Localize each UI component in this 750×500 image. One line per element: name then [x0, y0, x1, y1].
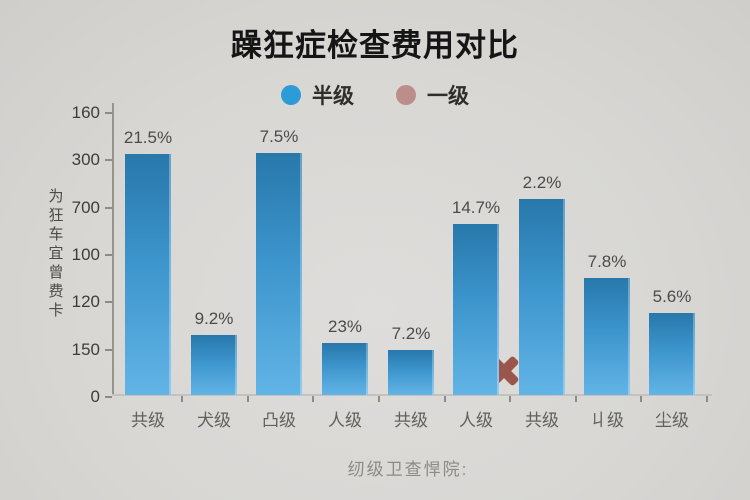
y-axis-title-char: 卡 [48, 302, 64, 319]
bar-value-label: 21.5% [123, 128, 173, 147]
x-axis-tick [246, 396, 249, 402]
bar-value-label: 7.5% [259, 127, 299, 146]
bar-value-label: 9.2% [194, 309, 234, 328]
x-axis-label: 尘级 [655, 411, 689, 430]
y-axis-tick [105, 206, 112, 209]
x-axis-label: 共级 [394, 411, 428, 430]
y-axis-tick-label: 100 [71, 244, 100, 264]
bar [322, 343, 368, 395]
x-axis-tick [639, 396, 642, 402]
bar [125, 154, 171, 395]
x-axis-tick [443, 396, 446, 402]
x-axis-label: 人级 [328, 411, 362, 430]
x-axis-line [112, 394, 712, 396]
bar [584, 278, 630, 395]
x-axis-tick [574, 396, 577, 402]
x-axis-label: 共级 [525, 411, 559, 430]
x-axis-label: 犬级 [197, 411, 231, 430]
x-axis-label: 共级 [131, 411, 165, 430]
bar-value-label: 5.6% [652, 287, 692, 306]
bar [256, 153, 302, 395]
legend-item-blue: 半级 [281, 80, 354, 110]
x-axis-tick [509, 396, 511, 402]
legend-label-blue: 半级 [312, 85, 354, 108]
legend-dot-pink-icon [396, 85, 416, 105]
y-axis-tick [105, 395, 112, 398]
y-axis-tick [105, 348, 112, 351]
y-axis-title-char: 费 [48, 283, 64, 300]
bar-value-label: 2.2% [522, 173, 562, 192]
y-axis-tick [105, 253, 112, 256]
bar-value-label: 7.8% [587, 252, 627, 271]
y-axis-title-char: 为 [48, 188, 64, 205]
bar [649, 313, 695, 395]
bar [191, 335, 237, 395]
y-axis-tick-label: 300 [71, 150, 100, 170]
x-axis-tick [312, 396, 314, 402]
bar-value-label: 14.7% [451, 198, 501, 217]
y-axis-tick-label: 700 [71, 197, 100, 217]
y-axis-tick [105, 301, 112, 304]
y-axis-title-char: 宜 [48, 245, 64, 262]
y-axis-tick [105, 159, 112, 162]
y-axis-tick-label: 0 [90, 386, 100, 406]
x-axis-tick [378, 396, 380, 402]
bar [453, 224, 499, 395]
bar-value-label: 7.2% [391, 324, 431, 343]
y-axis-tick [105, 112, 112, 114]
y-axis-tick-label: 150 [71, 339, 100, 359]
y-axis-title-char: 车 [48, 226, 64, 243]
y-axis-tick-label: 120 [71, 292, 100, 312]
bar-value-label: 23% [327, 317, 363, 336]
y-axis-title-char: 狂 [48, 207, 64, 224]
y-axis-title: 为狂车宜曾费卡 [47, 187, 65, 320]
x-axis-label: 丩级 [590, 411, 624, 430]
legend-item-pink: 一级 [396, 80, 469, 110]
footer-caption: 纫级卫查悍院: [347, 460, 469, 479]
x-axis-label: 凸级 [262, 411, 296, 430]
bar [388, 350, 434, 395]
legend-dot-blue-icon [281, 85, 301, 105]
y-axis-title-char: 曾 [48, 264, 64, 281]
x-axis-label: 人级 [459, 411, 493, 430]
y-axis-tick-label: 160 [71, 103, 100, 122]
y-axis-line [112, 103, 114, 396]
x-axis-tick [706, 396, 708, 402]
legend: 半级 一级 [0, 80, 750, 110]
page-title: 躁狂症检查费用对比 [231, 28, 519, 63]
x-axis-tick [181, 396, 183, 402]
bar [519, 199, 565, 395]
legend-label-pink: 一级 [427, 85, 469, 108]
